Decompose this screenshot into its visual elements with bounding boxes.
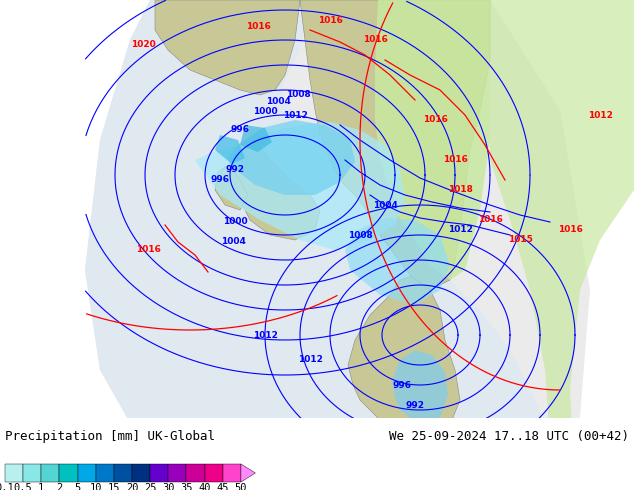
Bar bbox=[223, 464, 241, 482]
Text: 40: 40 bbox=[198, 483, 211, 490]
Text: 996: 996 bbox=[392, 381, 411, 390]
Text: 1016: 1016 bbox=[245, 23, 271, 31]
Text: 988: 988 bbox=[380, 425, 399, 435]
Bar bbox=[23, 464, 41, 482]
Text: Precipitation [mm] UK-Global: Precipitation [mm] UK-Global bbox=[5, 430, 215, 443]
Text: 1016: 1016 bbox=[477, 216, 502, 224]
Text: 1008: 1008 bbox=[286, 91, 311, 99]
Text: 0.5: 0.5 bbox=[14, 483, 32, 490]
Bar bbox=[0, 418, 634, 490]
Polygon shape bbox=[300, 0, 490, 290]
Text: 1: 1 bbox=[38, 483, 44, 490]
Polygon shape bbox=[375, 0, 490, 280]
Text: 1016: 1016 bbox=[443, 155, 467, 165]
Text: 1000: 1000 bbox=[223, 218, 247, 226]
Text: 1012: 1012 bbox=[252, 330, 278, 340]
Bar bbox=[132, 464, 150, 482]
Text: 1016: 1016 bbox=[557, 225, 583, 235]
Polygon shape bbox=[235, 140, 320, 240]
Text: 1012: 1012 bbox=[297, 356, 323, 365]
Text: 1012: 1012 bbox=[448, 225, 472, 235]
Text: 1004: 1004 bbox=[373, 200, 398, 210]
Text: 15: 15 bbox=[108, 483, 120, 490]
Text: 30: 30 bbox=[162, 483, 174, 490]
Bar bbox=[186, 464, 205, 482]
Text: 992: 992 bbox=[226, 166, 245, 174]
Text: 1016: 1016 bbox=[423, 116, 448, 124]
Text: 992: 992 bbox=[406, 400, 425, 410]
Text: 1008: 1008 bbox=[347, 230, 372, 240]
Text: 45: 45 bbox=[217, 483, 229, 490]
Bar bbox=[41, 464, 60, 482]
Polygon shape bbox=[85, 0, 590, 490]
Text: 1004: 1004 bbox=[221, 238, 245, 246]
Bar bbox=[205, 464, 223, 482]
Text: 992: 992 bbox=[356, 450, 375, 460]
Text: 996: 996 bbox=[210, 175, 230, 185]
Text: 50: 50 bbox=[235, 483, 247, 490]
Text: 1016: 1016 bbox=[318, 17, 342, 25]
Text: 20: 20 bbox=[126, 483, 138, 490]
Text: 35: 35 bbox=[180, 483, 193, 490]
Text: 1012: 1012 bbox=[283, 111, 307, 120]
Bar bbox=[150, 464, 169, 482]
Polygon shape bbox=[155, 0, 300, 95]
Polygon shape bbox=[348, 275, 460, 440]
Polygon shape bbox=[480, 0, 634, 490]
Text: 1016: 1016 bbox=[363, 35, 387, 45]
Bar bbox=[77, 464, 96, 482]
Text: 1020: 1020 bbox=[131, 41, 155, 49]
Text: 5: 5 bbox=[74, 483, 81, 490]
Polygon shape bbox=[215, 165, 248, 210]
Bar bbox=[169, 464, 186, 482]
Text: 1016: 1016 bbox=[136, 245, 160, 254]
Bar bbox=[5, 464, 23, 482]
Polygon shape bbox=[392, 350, 448, 425]
Bar bbox=[114, 464, 132, 482]
Text: 1015: 1015 bbox=[508, 236, 533, 245]
Text: 2: 2 bbox=[56, 483, 63, 490]
Text: 1004: 1004 bbox=[266, 98, 290, 106]
Text: 996: 996 bbox=[231, 125, 250, 134]
Polygon shape bbox=[241, 464, 256, 482]
Text: 1012: 1012 bbox=[588, 111, 612, 120]
Text: 0.1: 0.1 bbox=[0, 483, 15, 490]
Text: We 25-09-2024 17..18 UTC (00+42): We 25-09-2024 17..18 UTC (00+42) bbox=[389, 430, 629, 443]
Bar bbox=[60, 464, 77, 482]
Polygon shape bbox=[195, 122, 405, 250]
Text: 1018: 1018 bbox=[448, 186, 472, 195]
Polygon shape bbox=[228, 120, 355, 195]
Text: 25: 25 bbox=[144, 483, 157, 490]
Bar bbox=[96, 464, 114, 482]
Polygon shape bbox=[215, 135, 245, 164]
Polygon shape bbox=[345, 218, 450, 305]
Polygon shape bbox=[85, 0, 555, 490]
Text: 10: 10 bbox=[89, 483, 102, 490]
Polygon shape bbox=[240, 125, 272, 152]
Text: 1000: 1000 bbox=[253, 107, 277, 117]
